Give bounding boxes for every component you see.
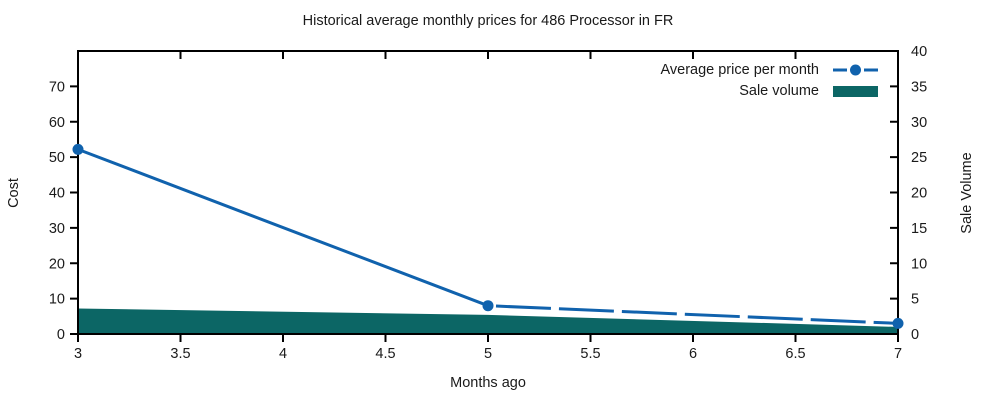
y-tick-label: 50 (49, 150, 65, 166)
y-tick-label: 30 (49, 221, 65, 237)
y2-tick-label: 35 (911, 79, 927, 95)
x-tick-label: 3.5 (170, 346, 190, 362)
dashed-line-circle-icon (833, 64, 878, 76)
y-tick-label: 10 (49, 292, 65, 308)
y2-axis-label: Sale Volume (959, 152, 975, 234)
y-tick-label: 0 (57, 327, 65, 343)
x-tick-label: 4 (279, 346, 287, 362)
x-tick-label: 3 (74, 346, 82, 362)
chart-title: Historical average monthly prices for 48… (302, 13, 674, 29)
price-point-marker (482, 300, 494, 312)
y2-tick-label: 5 (911, 292, 919, 308)
y2-tick-label: 30 (911, 115, 927, 131)
price-point-marker (892, 317, 904, 329)
y-tick-label: 70 (49, 79, 65, 95)
y2-tick-label: 40 (911, 44, 927, 60)
x-tick-label: 5.5 (580, 346, 600, 362)
y2-tick-label: 20 (911, 186, 927, 202)
legend: Average price per month Sale volume (660, 61, 878, 100)
y2-tick-label: 15 (911, 221, 927, 237)
y2-tick-label: 10 (911, 256, 927, 272)
y-tick-label: 60 (49, 115, 65, 131)
price-line-segment (487, 304, 899, 325)
legend-label-volume: Sale volume (739, 83, 819, 99)
x-tick-label: 4.5 (375, 346, 395, 362)
area-swatch-icon (833, 85, 878, 97)
sale-volume-area (78, 308, 898, 334)
legend-label-price: Average price per month (660, 62, 819, 78)
legend-entry-price: Average price per month (660, 61, 878, 79)
y2-tick-label: 0 (911, 327, 919, 343)
price-point-marker (72, 143, 84, 155)
price-line-segment (77, 147, 489, 308)
x-tick-label: 7 (894, 346, 902, 362)
x-axis-label: Months ago (450, 375, 526, 391)
y-axis-label: Cost (6, 178, 22, 208)
y-tick-label: 20 (49, 256, 65, 272)
y-tick-label: 40 (49, 186, 65, 202)
legend-entry-volume: Sale volume (660, 82, 878, 100)
y2-tick-label: 25 (911, 150, 927, 166)
x-tick-label: 6 (689, 346, 697, 362)
x-tick-label: 6.5 (785, 346, 805, 362)
x-tick-label: 5 (484, 346, 492, 362)
